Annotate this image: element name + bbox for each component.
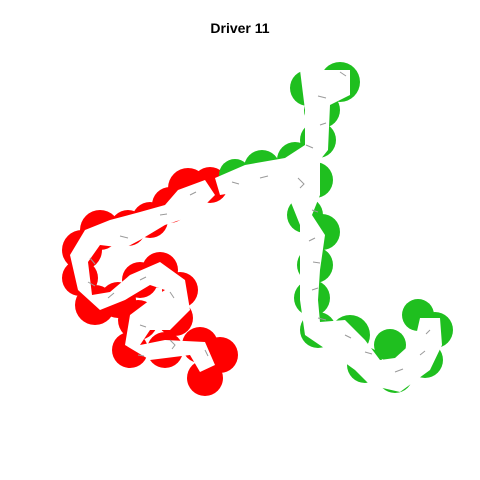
- trace-mark: [189, 191, 197, 196]
- green-blob: [374, 329, 406, 361]
- trace-mark: [139, 324, 147, 328]
- plot-title: Driver 11: [210, 20, 270, 36]
- trace-mark: [231, 181, 240, 185]
- trace-mark: [119, 235, 129, 239]
- trace-mark: [305, 144, 314, 149]
- trace-mark: [87, 281, 96, 287]
- trace-mark: [169, 291, 175, 299]
- trace-mark: [394, 368, 404, 373]
- trace-mark: [311, 287, 319, 291]
- trace-mark: [311, 209, 319, 213]
- trace-mark: [137, 354, 145, 357]
- trace-mark: [259, 175, 269, 179]
- trace-mark: [425, 329, 431, 335]
- trace-mark: [297, 177, 305, 189]
- trace-mark: [159, 213, 168, 216]
- trace-mark: [419, 350, 426, 356]
- trace-marks: [87, 71, 431, 373]
- trace-mark: [344, 334, 352, 339]
- trace-mark: [107, 292, 115, 299]
- trace-mark: [89, 257, 96, 265]
- route-inner-fill: [70, 70, 442, 392]
- trace-mark: [169, 339, 176, 350]
- trace-mark: [319, 122, 327, 126]
- trace-mark: [312, 261, 321, 264]
- trace-mark: [139, 276, 147, 281]
- trace-mark: [317, 317, 327, 321]
- green-inner: [215, 70, 442, 392]
- red-blob: [187, 360, 223, 396]
- trace-mark: [308, 237, 316, 242]
- trace-mark: [364, 351, 373, 355]
- trace-mark: [317, 95, 327, 99]
- trace-mark: [339, 71, 347, 77]
- red-inner: [70, 180, 215, 372]
- trace-mark: [204, 349, 209, 357]
